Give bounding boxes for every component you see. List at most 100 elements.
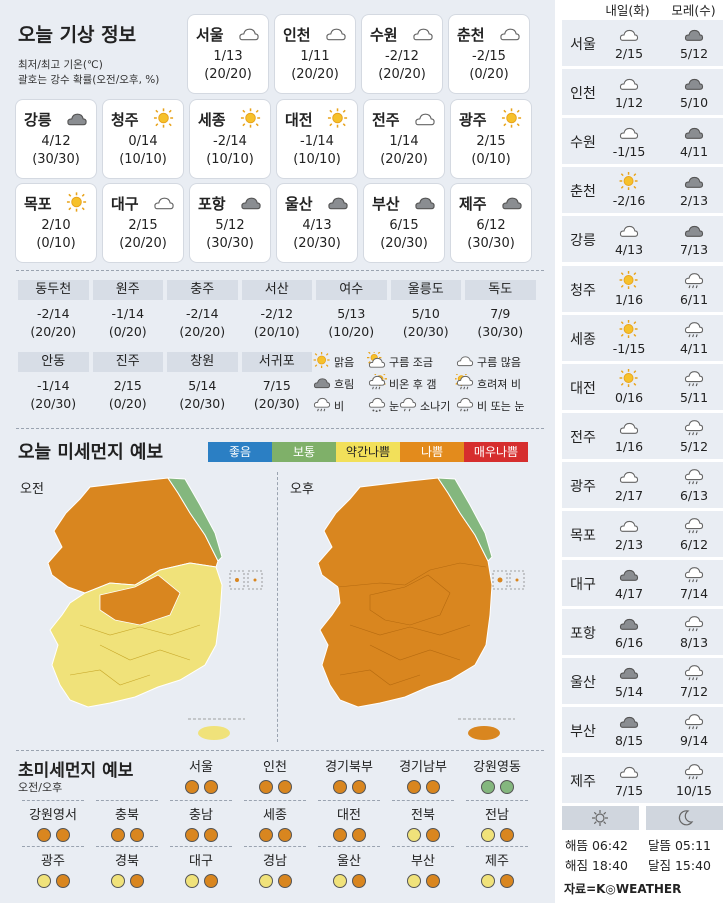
forecast-city: 광주	[570, 478, 596, 495]
dark-cloud-icon	[327, 192, 349, 212]
dark-cloud-icon	[618, 565, 640, 583]
region-values: 7/15 (20/30)	[242, 377, 313, 413]
am-dot	[184, 828, 199, 842]
region-prob: (20/30)	[30, 396, 77, 411]
region-prob: (20/30)	[402, 324, 449, 339]
day1-temp: 7/15	[614, 782, 644, 798]
cloud-icon	[618, 516, 640, 534]
forecast-city: 목포	[570, 528, 596, 544]
region-name: 서산	[241, 280, 312, 300]
ultra-region-name: 강원영서	[29, 808, 77, 823]
day1-temp: 4/13	[614, 242, 644, 258]
legend-item: 소나기	[398, 396, 450, 415]
city-card-12: 포항 5/12 (30/30)	[190, 184, 270, 262]
dark-cloud-icon	[618, 663, 640, 681]
city-prob: (0/10)	[36, 236, 76, 251]
city-prob: (30/30)	[32, 152, 80, 167]
pm-dot	[425, 828, 440, 842]
sun-icon	[501, 108, 523, 128]
city-name: 포항	[198, 195, 226, 213]
city-name: 울산	[285, 195, 313, 213]
am-dot	[406, 828, 421, 842]
city-temp: 6/12	[476, 218, 506, 233]
legend-label: 눈	[389, 399, 400, 413]
day1-temp: 5/14	[614, 684, 644, 700]
scale-2: 약간나쁨	[336, 442, 400, 462]
day1-temp: -1/15	[612, 340, 646, 356]
city-card-15: 제주 6/12 (30/30)	[451, 184, 531, 262]
dark-cloud-icon	[414, 192, 436, 212]
ultra-region: 대전	[312, 804, 386, 842]
pm-dot	[55, 874, 70, 888]
legend-label: 흐림	[334, 377, 355, 391]
region-name: 동두천	[18, 280, 89, 300]
forecast-panel: 내일(화) 모레(수) 서울 2/15 5/12 인천 1/12 5/10 수원 -…	[562, 0, 723, 903]
day2-temp: 5/12	[679, 438, 709, 454]
am-label: 오전	[20, 482, 44, 497]
region-values: -1/14 (20/30)	[18, 377, 89, 413]
city-card-13: 울산 4/13 (20/30)	[277, 184, 357, 262]
divider	[16, 750, 544, 751]
moon-icon	[678, 810, 694, 826]
city-card-8: 전주 1/14 (20/20)	[364, 100, 444, 178]
day1-temp: 1/16	[614, 438, 644, 454]
city-temp: 1/13	[213, 49, 243, 64]
city-card-4: 강릉 4/12 (30/30)	[16, 100, 96, 178]
region-prob: (30/30)	[477, 324, 524, 339]
region-prob: (0/20)	[108, 396, 147, 411]
divider	[96, 800, 158, 801]
snow-icon	[367, 396, 387, 415]
ultra-region-name: 충북	[115, 808, 139, 823]
day2-temp: 4/11	[679, 144, 709, 160]
forecast-row: 전주 1/16 5/12	[562, 412, 723, 459]
sun-cloud-icon	[367, 350, 387, 371]
sun-box	[562, 806, 639, 830]
forecast-city: 포항	[570, 626, 596, 643]
day2-temp: 7/14	[679, 586, 709, 602]
scale-3: 나쁨	[400, 442, 464, 462]
sun-icon	[312, 352, 332, 371]
am-dot	[110, 828, 125, 842]
pm-dot	[425, 874, 440, 888]
sun-outline-icon	[592, 810, 608, 826]
am-dot	[110, 874, 125, 888]
forecast-row: 수원 -1/15 4/11	[562, 118, 723, 165]
legend-item: 눈	[367, 396, 399, 415]
cloud-icon	[153, 192, 175, 212]
day1-temp: -1/15	[612, 144, 646, 160]
am-dot	[406, 874, 421, 888]
scale-0: 좋음	[208, 442, 272, 462]
region-temp: -2/14	[36, 306, 70, 321]
pm-dot	[129, 874, 144, 888]
rain-icon	[683, 712, 705, 730]
city-temp: -2/14	[213, 134, 247, 149]
am-dot	[258, 874, 273, 888]
day2-temp: 4/11	[679, 340, 709, 356]
city-prob: (20/20)	[380, 152, 428, 167]
legend-item: 흐림	[312, 374, 354, 393]
rain-icon	[683, 467, 705, 485]
region-temp: -2/12	[260, 306, 294, 321]
cloud-icon	[414, 108, 436, 128]
day1-temp: 4/17	[614, 586, 644, 602]
forecast-row: 청주 1/16 6/11	[562, 265, 723, 312]
am-dot	[332, 874, 347, 888]
forecast-city: 울산	[570, 675, 596, 692]
day1-temp: 2/15	[614, 46, 644, 61]
cloud-icon	[618, 418, 640, 436]
ultra-region-name: 제주	[485, 854, 509, 869]
ultra-region: 광주	[16, 850, 90, 888]
city-temp: 0/14	[128, 134, 158, 149]
cloud-icon	[618, 123, 640, 141]
moonset-time: 달짐 15:40	[648, 858, 711, 873]
rain-icon	[683, 565, 705, 583]
divider	[16, 270, 544, 271]
cloud-icon	[618, 74, 640, 92]
day1-temp: 1/12	[614, 95, 644, 111]
am-dot	[184, 780, 199, 794]
divider	[96, 846, 158, 847]
ultra-region-name: 경북	[115, 854, 139, 869]
forecast-city: 부산	[570, 724, 596, 741]
forecast-city: 대구	[570, 577, 596, 594]
region-name: 서귀포	[241, 352, 312, 372]
